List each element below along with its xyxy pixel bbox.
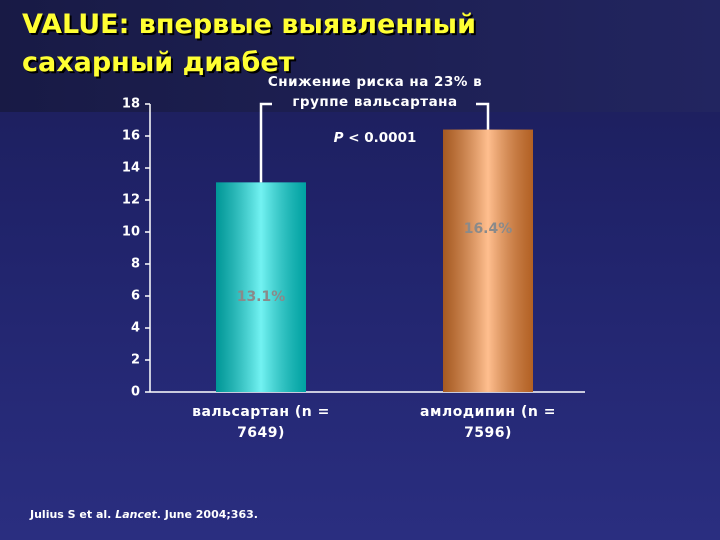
- annotation: Снижение риска на 23% в группе вальсарта…: [267, 74, 483, 110]
- y-tick-label: 10: [122, 225, 140, 240]
- value-label: 16.4%: [464, 221, 513, 237]
- citation-journal: Lancet: [115, 508, 157, 521]
- bracket: [476, 102, 490, 130]
- citation: Julius S et al. Lancet. June 2004;363.: [30, 508, 258, 521]
- y-tick-label: 4: [131, 321, 140, 336]
- bar-shine: [443, 129, 533, 392]
- header-band: [0, 0, 720, 112]
- x-tick-label: вальсартан (n = 7649): [192, 404, 330, 441]
- y-tick-label: 16: [122, 129, 140, 144]
- y-tick-label: 18: [122, 97, 140, 112]
- p-value-text: < 0.0001: [348, 130, 417, 146]
- y-tick-label: 8: [131, 257, 140, 272]
- bar-shine: [216, 182, 306, 392]
- citation-authors: Julius S et al.: [30, 508, 112, 521]
- value-label: 13.1%: [237, 289, 286, 305]
- p-symbol: P: [333, 130, 344, 146]
- citation-details: . June 2004;363.: [156, 508, 258, 521]
- bracket: [259, 102, 272, 183]
- y-tick-label: 0: [131, 385, 140, 400]
- y-tick-label: 12: [122, 193, 140, 208]
- x-tick-label: амлодипин (n = 7596): [420, 404, 556, 441]
- y-tick-label: 6: [131, 289, 140, 304]
- y-tick-label: 2: [131, 353, 140, 368]
- y-tick-label: 14: [122, 161, 140, 176]
- p-value: P < 0.0001: [265, 130, 485, 146]
- chart-title: VALUE: впервые выявленный сахарный диабе…: [22, 9, 477, 78]
